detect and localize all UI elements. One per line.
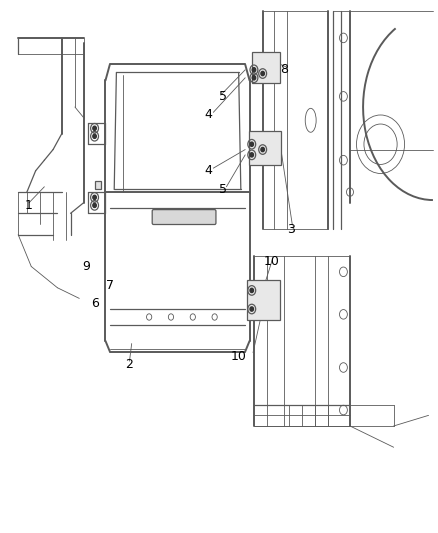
Text: 6: 6 <box>91 297 99 310</box>
Circle shape <box>252 76 256 80</box>
Circle shape <box>261 148 265 152</box>
FancyBboxPatch shape <box>152 209 216 224</box>
Circle shape <box>250 307 254 311</box>
Circle shape <box>93 126 96 131</box>
Text: 3: 3 <box>287 223 295 236</box>
Text: 10: 10 <box>263 255 279 268</box>
Text: 7: 7 <box>106 279 114 292</box>
Circle shape <box>93 203 96 207</box>
Circle shape <box>93 134 96 139</box>
Circle shape <box>261 71 265 76</box>
Bar <box>249 131 282 165</box>
Text: 4: 4 <box>204 109 212 122</box>
Polygon shape <box>95 181 101 189</box>
Text: 5: 5 <box>219 90 227 103</box>
Circle shape <box>93 195 96 199</box>
Circle shape <box>250 153 254 157</box>
Text: 4: 4 <box>204 164 212 177</box>
Circle shape <box>250 288 254 293</box>
Text: 9: 9 <box>82 260 90 273</box>
Circle shape <box>250 142 254 147</box>
Text: 10: 10 <box>231 350 247 364</box>
Bar <box>247 280 280 320</box>
Bar <box>252 52 280 83</box>
Text: 2: 2 <box>126 358 134 372</box>
Text: 1: 1 <box>25 199 33 212</box>
Circle shape <box>252 68 256 72</box>
Text: 5: 5 <box>219 183 227 196</box>
Text: 8: 8 <box>280 63 289 76</box>
